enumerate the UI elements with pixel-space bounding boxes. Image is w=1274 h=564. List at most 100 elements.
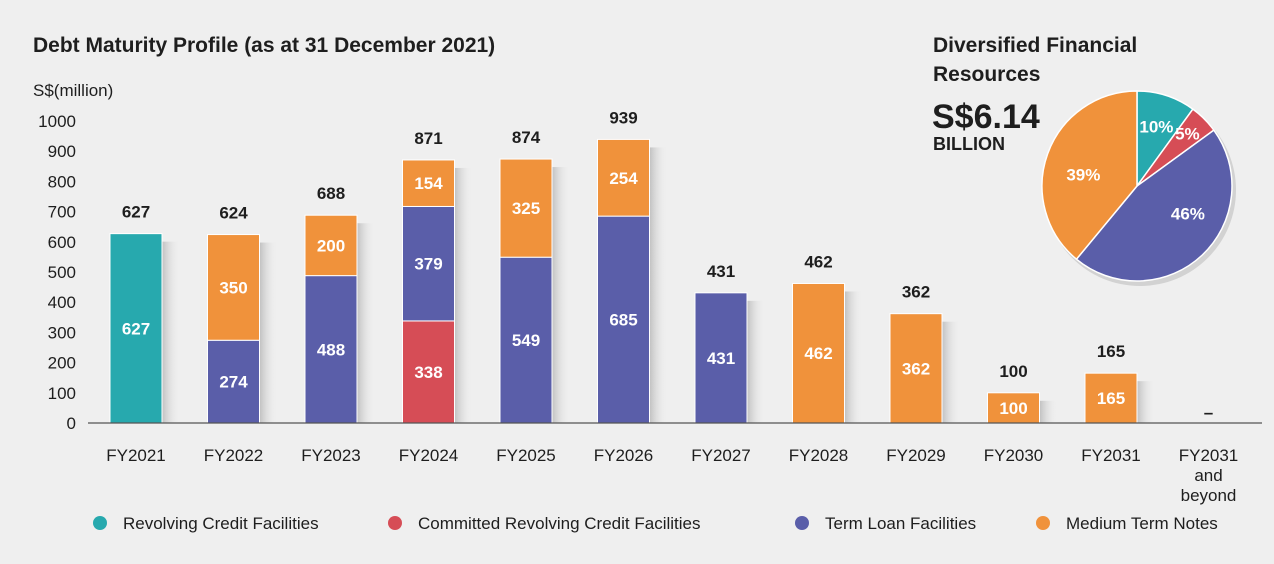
bar-segment <box>109 233 163 424</box>
pie-total-value: S$6.14 <box>932 98 1040 136</box>
y-tick-label: 300 <box>48 323 76 342</box>
bar-total-label: 362 <box>902 283 930 302</box>
bar-total-label: 688 <box>317 184 345 203</box>
y-tick-label: 200 <box>48 354 76 373</box>
y-tick-label: 500 <box>48 263 76 282</box>
bar-total-label: 624 <box>219 204 248 223</box>
segment-value-label: 350 <box>219 278 247 297</box>
pie-slice-label: 5% <box>1175 125 1200 144</box>
segment-value-label: 431 <box>707 349 735 368</box>
pie-slice <box>1041 90 1138 261</box>
legend-swatch <box>388 516 402 530</box>
legend-swatch <box>93 516 107 530</box>
legend-swatch <box>795 516 809 530</box>
bar-total-label: – <box>1204 403 1213 422</box>
y-tick-label: 400 <box>48 293 76 312</box>
pie-slice-label: 46% <box>1171 205 1205 224</box>
bar-total-label: 100 <box>999 362 1027 381</box>
segment-value-label: 200 <box>317 236 345 255</box>
bar-segment <box>499 158 553 258</box>
x-tick-label: FY2031 <box>1081 446 1141 465</box>
bar-total-label: 874 <box>512 128 541 147</box>
x-tick-label: FY2023 <box>301 446 361 465</box>
bar-total-label: 939 <box>609 108 637 127</box>
pie-title-line-2: Resources <box>933 63 1040 86</box>
segment-value-label: 362 <box>902 359 930 378</box>
bar-shadow <box>552 167 570 423</box>
bar-segment <box>402 159 455 207</box>
bar-shadow <box>844 291 863 423</box>
bar-segment <box>694 292 748 424</box>
x-tick-label: FY2027 <box>691 446 751 465</box>
x-tick-label: FY2028 <box>789 446 849 465</box>
bar-segment <box>304 214 358 277</box>
y-axis-label: S$(million) <box>33 81 113 100</box>
x-axis: FY2021 FY2022 FY2023 FY2024 FY2025 FY2026 FY20… <box>106 446 1238 505</box>
bar-shadow <box>162 241 180 423</box>
segment-value-label: 254 <box>609 169 638 188</box>
y-tick-label: 800 <box>48 172 76 191</box>
bar-segment <box>597 138 650 217</box>
legend-swatch <box>1036 516 1050 530</box>
bar-segment <box>207 234 260 341</box>
segment-value-label: 274 <box>219 373 248 392</box>
bar-segment <box>1084 372 1138 424</box>
y-tick-label: 0 <box>67 414 76 433</box>
segment-value-label: 627 <box>122 319 150 338</box>
segment-value-label: 165 <box>1097 389 1125 408</box>
bar-segment <box>499 256 553 424</box>
y-tick-label: 1000 <box>38 112 76 131</box>
chart-title: Debt Maturity Profile (as at 31 December… <box>33 34 495 57</box>
x-tick-label: FY2021 <box>106 446 166 465</box>
pie-chart: 10% 5% 46% 39% <box>1041 90 1236 286</box>
pie-slice-label: 39% <box>1066 166 1100 185</box>
pie-title-line-1: Diversified Financial <box>933 34 1137 57</box>
y-axis: 0 100 200 300 400 500 600 700 800 900 1000 <box>38 112 76 433</box>
x-tick-label: FY2030 <box>984 446 1044 465</box>
bar-shadow <box>1039 400 1058 423</box>
bar-total-label: 165 <box>1097 342 1125 361</box>
bar-total-label: 871 <box>414 129 442 148</box>
segment-value-label: 338 <box>414 363 442 382</box>
legend-label: Committed Revolving Credit Facilities <box>418 514 700 533</box>
bar-total-label: 627 <box>122 203 150 222</box>
segment-value-label: 100 <box>999 399 1027 418</box>
legend-label: Medium Term Notes <box>1066 514 1218 533</box>
segment-value-label: 488 <box>317 340 345 359</box>
y-tick-label: 900 <box>48 142 76 161</box>
x-tick-label: FY2026 <box>594 446 654 465</box>
segment-value-label: 379 <box>414 255 442 274</box>
segment-value-label: 462 <box>804 344 832 363</box>
pie-total-unit: BILLION <box>933 134 1005 154</box>
bar-total-label: 462 <box>804 252 832 271</box>
bar-segment <box>889 313 943 424</box>
bar-segment <box>597 215 650 424</box>
segment-value-label: 549 <box>512 331 540 350</box>
x-tick-label: FY2025 <box>496 446 556 465</box>
bar-plot-area: 627 627 274 350 624 488 200 688 338 379 154 871 549 3… <box>109 108 1213 424</box>
bar-shadow <box>454 167 473 423</box>
bar-shadow <box>1137 381 1155 423</box>
bar-shadow <box>259 242 278 423</box>
bar-shadow <box>649 147 668 423</box>
bar-segment <box>987 392 1040 424</box>
x-tick-label: FY2022 <box>204 446 264 465</box>
legend-label: Revolving Credit Facilities <box>123 514 319 533</box>
pie-slice-label: 10% <box>1139 117 1173 136</box>
y-tick-label: 600 <box>48 233 76 252</box>
segment-value-label: 685 <box>609 311 637 330</box>
bar-segment <box>402 205 455 322</box>
y-tick-label: 700 <box>48 203 76 222</box>
legend: Revolving Credit Facilities Committed Rev… <box>93 514 1218 533</box>
bar-total-label: 431 <box>707 262 735 281</box>
legend-label: Term Loan Facilities <box>825 514 976 533</box>
bar-shadow <box>357 223 375 423</box>
x-tick-label: FY2031 and beyond <box>1179 446 1239 505</box>
x-tick-label: FY2024 <box>399 446 459 465</box>
bar-segment <box>792 282 845 424</box>
y-tick-label: 100 <box>48 384 76 403</box>
bar-shadow <box>747 300 765 423</box>
bar-shadow <box>942 321 960 423</box>
segment-value-label: 325 <box>512 199 540 218</box>
x-tick-label: FY2029 <box>886 446 946 465</box>
